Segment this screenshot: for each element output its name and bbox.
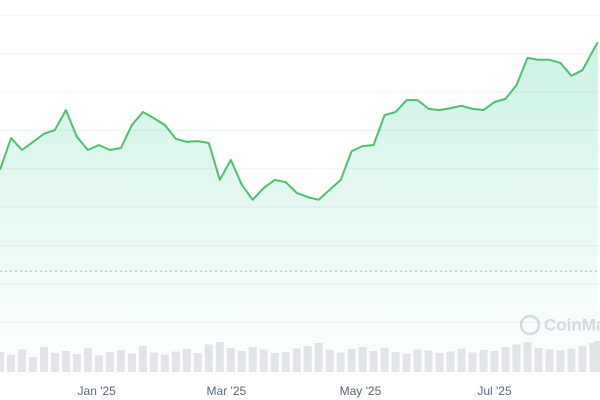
area-fill (0, 42, 598, 372)
x-tick-label: Jan '25 (78, 384, 117, 398)
x-tick-label: Jul '25 (477, 384, 512, 398)
x-tick-label: May '25 (340, 384, 382, 398)
plot (0, 41, 599, 372)
x-tick-label: Mar '25 (207, 384, 247, 398)
watermark: CoinMarketCap (519, 314, 600, 336)
price-line (0, 41, 599, 201)
watermark-logo (519, 314, 541, 336)
watermark-text: CoinMarketCap (544, 315, 600, 334)
